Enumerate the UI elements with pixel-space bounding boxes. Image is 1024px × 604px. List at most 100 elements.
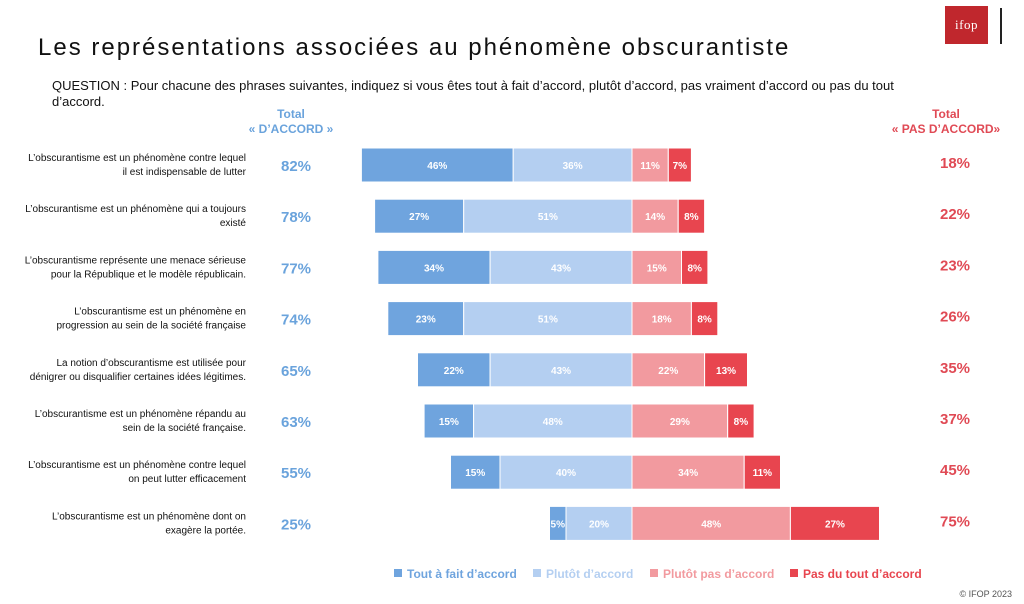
category-label: il est indispensable de lutter [123, 167, 247, 178]
bar-segment [690, 301, 719, 337]
data-label: 43% [551, 263, 571, 274]
total-pas-accord-header-line2: « PAS D’ACCORD» [891, 122, 1001, 136]
total-pas-accord-value: 18% [940, 155, 970, 172]
bar-segment [681, 249, 709, 285]
total-pas-accord-header: Total « PAS D’ACCORD» [880, 107, 1012, 137]
total-pas-accord-value: 37% [940, 411, 970, 428]
legend-label: Tout à fait d’accord [407, 567, 517, 581]
data-label: 34% [424, 263, 444, 274]
bar-segment [377, 249, 491, 285]
data-label: 22% [444, 366, 464, 377]
data-label: 43% [551, 366, 571, 377]
total-accord-value: 78% [281, 209, 311, 226]
data-label: 48% [543, 417, 563, 428]
total-pas-accord-value: 26% [940, 309, 970, 326]
data-label: 15% [647, 263, 667, 274]
total-accord-header-line2: « D’ACCORD » [248, 122, 334, 136]
bar-segment [631, 249, 682, 285]
data-label: 22% [658, 366, 678, 377]
category-label: L’obscurantisme est un phénomène en [74, 307, 246, 318]
data-label: 20% [589, 519, 609, 530]
total-pas-accord-value: 75% [940, 513, 970, 530]
data-label: 27% [409, 212, 429, 223]
data-label: 18% [652, 315, 672, 326]
data-label: 46% [427, 161, 447, 172]
category-label: L’obscurantisme est un phénomène contre … [28, 460, 246, 471]
total-pas-accord-value: 35% [940, 360, 970, 377]
data-label: 48% [701, 519, 721, 530]
data-label: 8% [687, 263, 702, 274]
bar-segment [423, 403, 475, 439]
total-accord-header: Total « D’ACCORD » [236, 107, 346, 137]
category-label: sein de la société française. [123, 423, 246, 434]
data-label: 34% [678, 468, 698, 479]
category-label: on peut lutter efficacement [128, 474, 246, 485]
bar-segment [631, 454, 745, 490]
bar-segment [450, 454, 501, 490]
category-label: L’obscurantisme est un phénomène qui a t… [25, 204, 246, 215]
data-label: 29% [670, 417, 690, 428]
data-label: 11% [640, 161, 660, 172]
total-accord-value: 63% [281, 414, 311, 431]
category-label: L’obscurantisme est un phénomène contre … [28, 153, 246, 164]
total-pas-accord-value: 23% [940, 257, 970, 274]
logo-divider [1000, 8, 1002, 44]
bar-segment [565, 505, 633, 541]
total-accord-value: 65% [281, 363, 311, 380]
bar-segment [743, 454, 782, 490]
bar-segment [631, 403, 729, 439]
data-label: 36% [563, 161, 583, 172]
bar-segment [417, 352, 491, 388]
total-pas-accord-header-line1: Total [932, 107, 960, 121]
category-label: existé [220, 218, 247, 229]
bar-segment [463, 198, 633, 234]
legend-swatch [650, 569, 658, 577]
bar-segment [489, 249, 633, 285]
data-label: 8% [684, 212, 699, 223]
total-pas-accord-value: 22% [940, 206, 970, 223]
total-accord-value: 55% [281, 465, 311, 482]
total-accord-header-line1: Total [277, 107, 305, 121]
bar-segment [667, 147, 692, 183]
data-label: 51% [538, 315, 558, 326]
total-accord-value: 25% [281, 516, 311, 533]
data-label: 5% [551, 519, 566, 530]
legend-swatch [790, 569, 798, 577]
legend-swatch [533, 569, 541, 577]
page-title: Les représentations associées au phénomè… [38, 34, 791, 61]
legend-swatch [394, 569, 402, 577]
bar-segment [704, 352, 748, 388]
category-label: La notion d’obscurantisme est utilisée p… [56, 358, 246, 369]
bar-segment [489, 352, 633, 388]
bar-segment [631, 198, 679, 234]
data-label: 23% [416, 315, 436, 326]
total-accord-value: 74% [281, 312, 311, 329]
bar-segment [499, 454, 633, 490]
bar-segment [473, 403, 633, 439]
ifop-logo: ifop [945, 6, 988, 44]
legend-label: Plutôt d’accord [546, 567, 633, 581]
category-label: L’obscurantisme est un phénomène répandu… [35, 409, 246, 420]
total-pas-accord-value: 45% [940, 462, 970, 479]
data-label: 27% [825, 519, 845, 530]
category-label: pour la République et le modèle républic… [51, 269, 246, 280]
question-text: QUESTION : Pour chacune des phrases suiv… [52, 78, 894, 109]
category-label: exagère la portée. [165, 525, 246, 536]
bar-segment [631, 505, 791, 541]
category-label: dénigrer ou disqualifier certaines idées… [30, 372, 246, 383]
legend-label: Plutôt pas d’accord [663, 567, 774, 581]
data-label: 15% [465, 468, 485, 479]
bar-segment [727, 403, 755, 439]
bar-segment [463, 301, 633, 337]
bar-segment [374, 198, 465, 234]
data-label: 8% [697, 315, 712, 326]
data-label: 13% [716, 366, 736, 377]
bar-segment [387, 301, 465, 337]
category-label: L’obscurantisme représente une menace sé… [25, 255, 247, 266]
legend-label: Pas du tout d’accord [803, 567, 922, 581]
bar-segment [789, 505, 881, 541]
data-label: 11% [753, 468, 773, 479]
total-accord-value: 77% [281, 260, 311, 277]
bar-segment [677, 198, 706, 234]
bar-segment [512, 147, 633, 183]
